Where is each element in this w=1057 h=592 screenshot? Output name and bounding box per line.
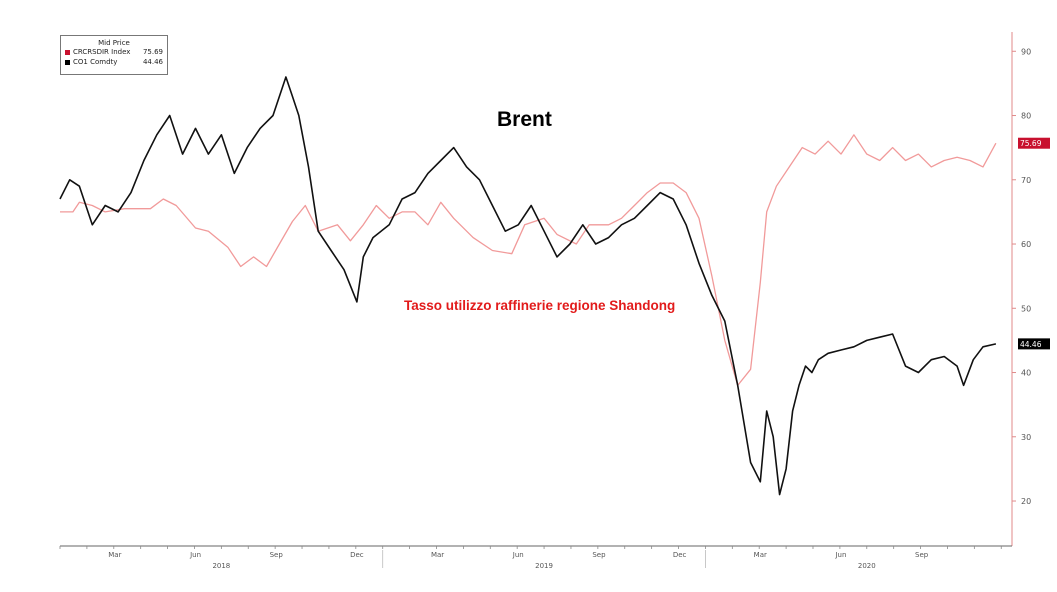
legend-label: CRCRSDIR Index (73, 48, 131, 56)
x-tick-label: Jun (189, 551, 201, 559)
end-label-text: 75.69 (1020, 139, 1042, 148)
x-tick-label: Dec (673, 551, 687, 559)
legend-title: Mid Price (98, 39, 130, 47)
x-tick-label: Sep (915, 551, 929, 559)
series-line-crcrsdir (60, 134, 997, 387)
x-year-label: 2019 (535, 562, 553, 570)
y-tick-label: 70 (1021, 176, 1031, 185)
annotation-refinery: Tasso utilizzo raffinerie regione Shando… (404, 298, 676, 313)
legend-value: 75.69 (142, 48, 163, 56)
x-tick-label: Jun (512, 551, 524, 559)
x-tick-label: Mar (754, 551, 767, 559)
end-label-bg (1018, 137, 1050, 149)
legend-item-co1: CO1 Comdty 44.46 (65, 57, 167, 67)
axes-layer: 20 30 40 50 60 70 80 90 Mar Jun Sep Dec Mar Jun Sep Dec… (59, 32, 1050, 570)
legend-label: CO1 Comdty (73, 58, 118, 66)
y-tick-label: 20 (1021, 497, 1031, 506)
annotation-brent: Brent (497, 108, 552, 131)
legend-value: 44.46 (142, 58, 163, 66)
x-tick-label: Mar (431, 551, 444, 559)
legend-swatch-black (65, 59, 70, 65)
y-tick-label: 50 (1021, 304, 1031, 313)
x-year-label: 2018 (212, 562, 230, 570)
x-tick-label: Dec (350, 551, 364, 559)
legend-swatch-red (65, 49, 70, 55)
x-year-label: 2020 (858, 562, 876, 570)
y-tick-label: 60 (1021, 240, 1031, 249)
x-tick-label: Jun (834, 551, 846, 559)
end-label-crcrsdir: 75.69 (1018, 137, 1050, 149)
y-tick-label: 90 (1021, 47, 1031, 56)
end-label-text: 44.46 (1020, 340, 1042, 349)
legend: Mid Price CRCRSDIR Index 75.69 CO1 Comdt… (60, 35, 168, 75)
series-line-co1 (59, 76, 997, 496)
y-tick-label: 30 (1021, 433, 1031, 442)
series-layer (59, 76, 997, 496)
legend-item-crcrsdir: CRCRSDIR Index 75.69 (65, 47, 167, 57)
y-tick-label: 80 (1021, 112, 1031, 121)
y-tick-label: 40 (1021, 369, 1031, 378)
x-tick-label: Mar (108, 551, 121, 559)
x-tick-label: Sep (270, 551, 284, 559)
end-label-bg (1018, 338, 1050, 350)
x-tick-label: Sep (592, 551, 606, 559)
end-label-co1: 44.46 (1018, 338, 1050, 350)
